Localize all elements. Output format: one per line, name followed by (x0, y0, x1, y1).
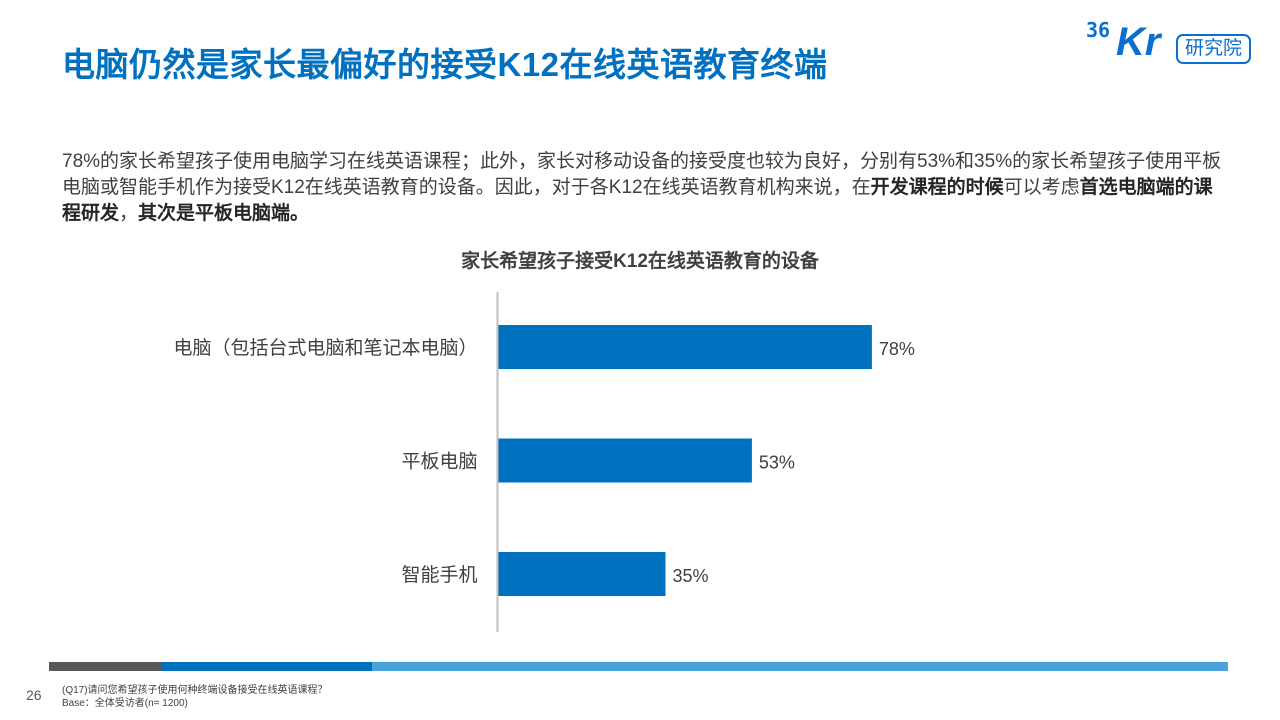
brand-logo: 36 Kr 研究院 (1086, 18, 1260, 66)
category-label: 智能手机 (401, 564, 477, 586)
summary-bold-1: 开发课程的时候 (870, 177, 1004, 198)
bar (497, 438, 752, 483)
logo-label: 研究院 (1176, 34, 1252, 64)
logo-letters: Kr (1116, 20, 1161, 64)
footer-bar-dark (49, 662, 162, 671)
bar (497, 325, 872, 369)
summary-bold-2: 首选电脑端的课程研发 (62, 177, 1213, 224)
summary-part-2: 可以考虑 (1003, 177, 1080, 198)
footnote-base: Base：全体受访者(n= 1200) (62, 698, 188, 709)
chart-title: 家长希望孩子接受K12在线英语教育的设备 (461, 251, 819, 272)
page-number: 26 (26, 687, 42, 703)
footnote: (Q17)请问您希望孩子使用何种终端设备接受在线英语课程？ Base：全体受访者… (62, 684, 328, 710)
summary-part-1: 78%的家长希望孩子使用电脑学习在线英语课程；此外，家长对移动设备的接受度也较为… (62, 151, 1222, 198)
page-title: 电脑仍然是家长最偏好的接受K12在线英语教育终端 (62, 46, 828, 83)
data-label: 53% (759, 453, 795, 473)
data-label: 35% (673, 566, 709, 586)
footnote-question: (Q17)请问您希望孩子使用何种终端设备接受在线英语课程？ (62, 685, 328, 696)
data-label: 78% (879, 339, 915, 359)
summary-text: 78%的家长希望孩子使用电脑学习在线英语课程；此外，家长对移动设备的接受度也较为… (62, 149, 1222, 227)
footer-bar-light (372, 662, 1228, 671)
summary-bold-3: 其次是平板电脑端。 (138, 203, 310, 224)
footer-bar-blue (162, 662, 372, 671)
category-label: 平板电脑 (401, 451, 477, 473)
bar-chart: 电脑（包括台式电脑和笔记本电脑） 78% 平板电脑 53% 智能手机 35% (173, 292, 915, 632)
logo-digits: 36 (1086, 18, 1111, 42)
bar (497, 552, 666, 596)
category-label: 电脑（包括台式电脑和笔记本电脑） (173, 337, 477, 359)
summary-part-3: ， (119, 203, 139, 224)
